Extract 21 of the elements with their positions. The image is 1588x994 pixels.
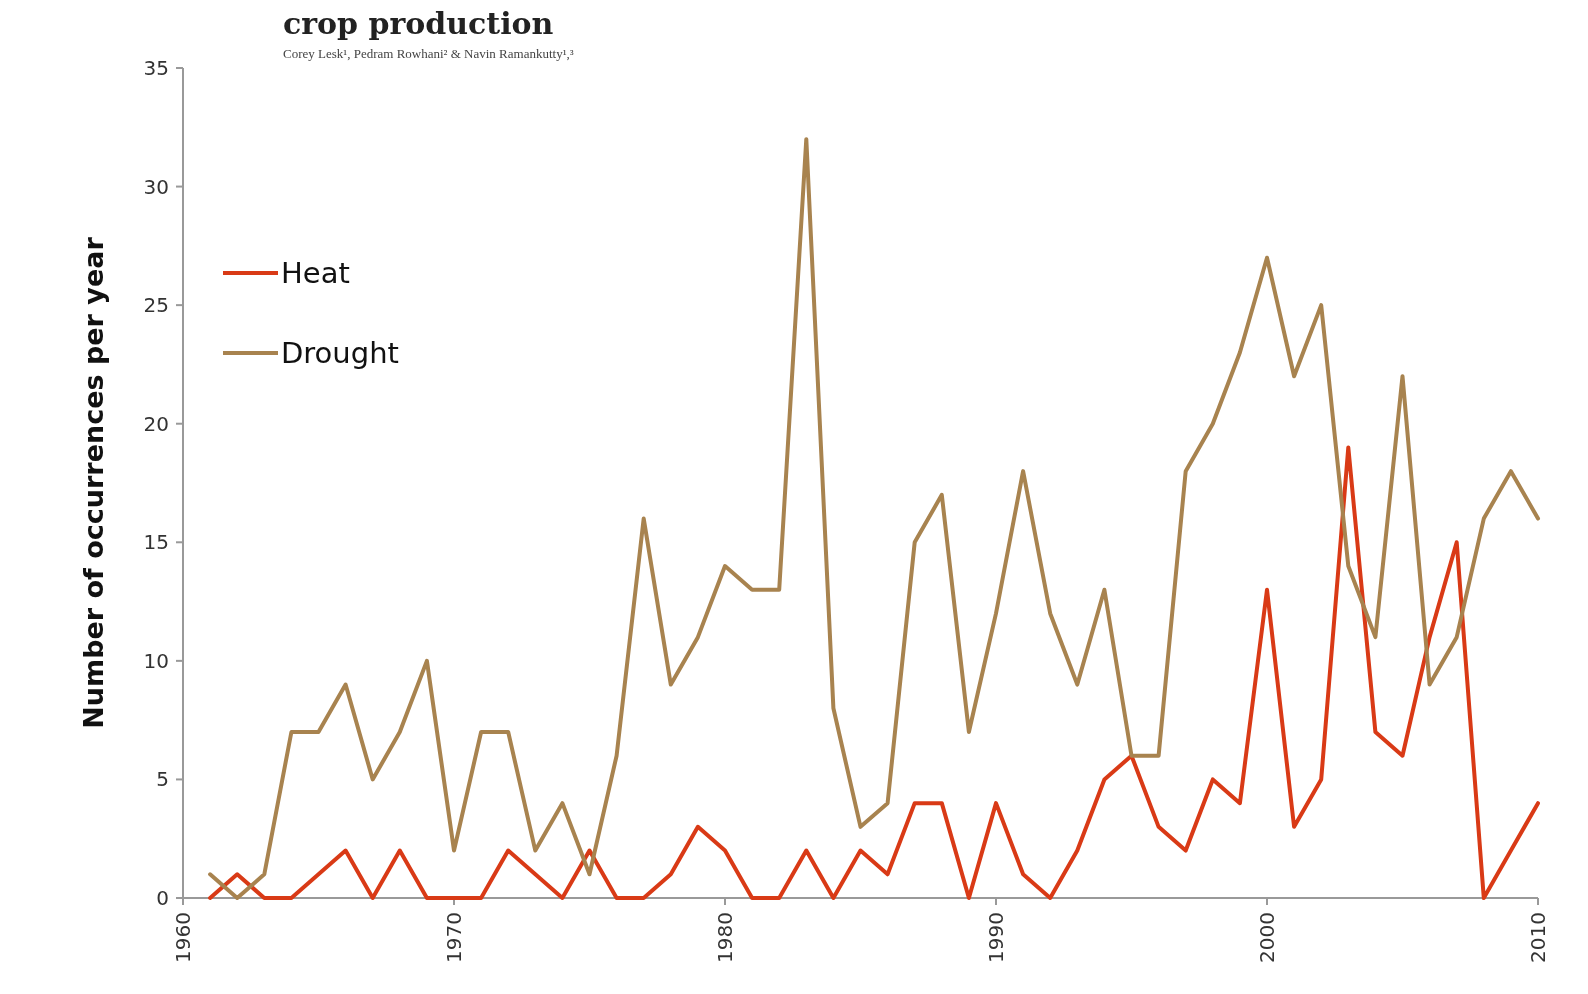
x-tick-label: 1990 [984, 912, 1008, 963]
y-tick-label: 25 [143, 293, 169, 318]
chart-title: crop production [283, 6, 554, 41]
line-series [208, 137, 1540, 900]
y-tick-label: 15 [143, 530, 169, 555]
y-tick-label: 35 [143, 56, 169, 80]
x-tick-label: 1970 [442, 912, 466, 963]
line-series [208, 445, 1540, 900]
x-tick-label: 2000 [1255, 912, 1279, 963]
y-axis-title: Number of occurrences per year [78, 236, 109, 729]
legend-label: Drought [281, 336, 399, 371]
y-tick-label: 0 [156, 886, 169, 910]
x-tick-label: 1980 [713, 912, 737, 963]
y-tick-label: 30 [143, 174, 169, 199]
chart-subtitle: Corey Lesk¹, Pedram Rowhani² & Navin Ramankutty¹,³ [283, 46, 574, 61]
y-tick-label: 20 [143, 411, 169, 436]
x-tick-label: 2010 [1526, 912, 1550, 963]
legend-label: Heat [281, 256, 350, 291]
y-tick-label: 5 [156, 767, 169, 792]
y-tick-label: 10 [143, 648, 169, 673]
x-tick-label: 1960 [171, 912, 195, 963]
